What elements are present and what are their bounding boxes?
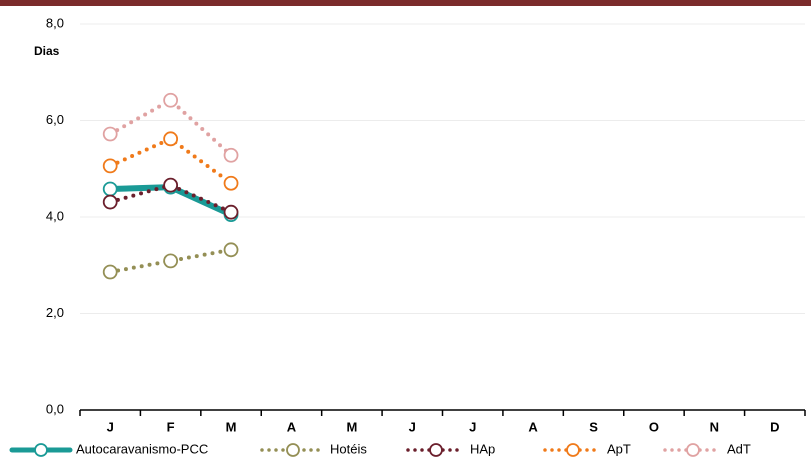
x-tick-label: M	[226, 419, 237, 434]
x-tick-label: N	[710, 419, 719, 434]
x-tick-label: J	[409, 419, 416, 434]
y-tick-label: 4,0	[46, 208, 64, 223]
legend-marker	[566, 443, 580, 457]
x-tick-label: J	[107, 419, 114, 434]
series-line	[108, 136, 234, 186]
point-marker	[223, 242, 239, 258]
x-tick-label: A	[287, 419, 297, 434]
x-tick-label: M	[346, 419, 357, 434]
legend-label: ApT	[607, 441, 631, 456]
point-marker	[163, 177, 179, 193]
legend-label: Autocaravanismo-PCC	[76, 441, 208, 456]
point-marker	[102, 264, 118, 280]
x-tick-label: S	[589, 419, 598, 434]
point-marker	[163, 92, 179, 108]
y-tick-label: 6,0	[46, 112, 64, 127]
series-line	[108, 97, 234, 158]
x-tick-label: F	[167, 419, 175, 434]
legend-marker	[429, 443, 443, 457]
point-marker	[163, 253, 179, 269]
y-axis-label: Dias	[34, 44, 60, 58]
point-marker	[223, 204, 239, 220]
point-marker	[102, 181, 118, 197]
legend-marker	[34, 443, 48, 457]
legend-marker	[686, 443, 700, 457]
legend-label: AdT	[727, 441, 751, 456]
x-tick-label: A	[528, 419, 538, 434]
point-marker	[223, 147, 239, 163]
legend-marker	[286, 443, 300, 457]
point-marker	[223, 175, 239, 191]
header-bar	[0, 0, 811, 6]
point-marker	[102, 194, 118, 210]
y-tick-label: 0,0	[46, 401, 64, 416]
point-marker	[102, 158, 118, 174]
x-tick-label: O	[649, 419, 659, 434]
x-tick-label: D	[770, 419, 779, 434]
point-marker	[102, 126, 118, 142]
series-line	[108, 247, 234, 275]
point-marker	[163, 131, 179, 147]
y-tick-label: 8,0	[46, 15, 64, 30]
legend-label: Hotéis	[330, 441, 367, 456]
x-tick-label: J	[469, 419, 476, 434]
legend-label: HAp	[470, 441, 495, 456]
y-tick-label: 2,0	[46, 305, 64, 320]
